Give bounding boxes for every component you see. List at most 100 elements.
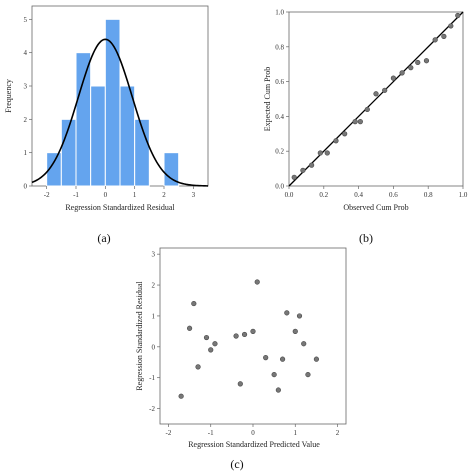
- residual-y-tick-label: 2: [152, 282, 156, 290]
- residual-y-tick-label: 3: [152, 251, 156, 259]
- pp-y-tick-label: 0.0: [275, 183, 284, 191]
- pp-point: [364, 106, 370, 113]
- histogram-y-ticks: 0 1 2 3 4 5: [24, 16, 32, 191]
- pp-y-tick-label: 0.6: [275, 78, 284, 86]
- pp-point: [300, 167, 306, 173]
- residual-point: [296, 313, 303, 319]
- residual-x-ticks: -2 -1 0 1 2: [166, 424, 340, 437]
- residual-y-ticks: -2 -1 0 1 2 3: [149, 251, 160, 413]
- pp-x-tick-label: 0.4: [354, 191, 363, 199]
- panel-label-c: (c): [230, 457, 243, 471]
- histogram-bar: [90, 85, 106, 187]
- residual-point: [233, 333, 239, 339]
- residual-y-tick-label: 1: [152, 312, 156, 320]
- residual-frame: [159, 247, 347, 425]
- residual-point: [284, 310, 290, 316]
- residual-y-tick-label: -1: [149, 374, 155, 382]
- residual-point: [203, 334, 210, 341]
- pp-x-tick-label: 0.2: [319, 191, 328, 199]
- pp-point: [291, 174, 297, 180]
- panel-label-a: (a): [97, 231, 110, 245]
- residual-point: [271, 371, 277, 378]
- pp-x-tick-label: 1.0: [459, 191, 468, 199]
- pp-point: [390, 75, 397, 81]
- residual-point: [208, 347, 214, 353]
- histogram-x-tick-label: -1: [73, 191, 79, 199]
- residual-point: [301, 341, 307, 347]
- pp-point: [324, 150, 330, 156]
- pp-point: [373, 91, 379, 97]
- histogram-y-tick-label: 5: [24, 16, 28, 24]
- residual-point: [279, 356, 286, 362]
- pp-y-tick-label: 1.0: [275, 9, 284, 17]
- pp-x-axis-title: Observed Cum Prob: [343, 203, 408, 212]
- pp-plot-frame: [288, 11, 464, 187]
- pp-point: [352, 119, 358, 125]
- pp-point: [357, 119, 363, 125]
- pp-point: [382, 87, 388, 93]
- residual-x-tick-label: 1: [294, 429, 298, 437]
- histogram-y-tick-label: 0: [24, 183, 28, 191]
- pp-x-tick-label: 0.8: [424, 191, 433, 199]
- pp-point: [342, 131, 348, 137]
- histogram-bar: [163, 152, 180, 187]
- residual-x-tick-label: 2: [336, 429, 340, 437]
- residual-point: [263, 355, 269, 361]
- histogram-bars: [46, 18, 180, 187]
- residual-point: [191, 300, 197, 307]
- pp-plot-panel: 0.0 0.2 0.4 0.6 0.8 1.0 0.0 0.2 0.4 0.6 0.8 1.0 Ob…: [263, 9, 468, 246]
- residual-y-tick-label: 0: [152, 343, 156, 351]
- pp-x-ticks: 0.0 0.2 0.4 0.6 0.8 1.0: [285, 186, 468, 199]
- histogram-bar: [119, 85, 136, 187]
- pp-point: [455, 12, 461, 19]
- residual-point: [313, 356, 320, 362]
- panel-label-b: (b): [359, 231, 373, 245]
- histogram-y-tick-label: 1: [24, 149, 28, 157]
- pp-point: [441, 33, 447, 39]
- residual-point: [178, 393, 184, 399]
- histogram-x-tick-label: 2: [162, 191, 166, 199]
- histogram-x-ticks: -2 -1 0 1 2 3: [44, 186, 196, 199]
- residual-point: [241, 331, 248, 338]
- pp-point: [399, 70, 405, 76]
- pp-point: [317, 150, 323, 156]
- residual-x-tick-label: -2: [166, 429, 172, 437]
- pp-y-ticks: 0.0 0.2 0.4 0.6 0.8 1.0: [275, 9, 289, 191]
- pp-y-tick-label: 0.2: [275, 148, 284, 156]
- residual-point: [305, 371, 311, 378]
- residual-x-axis-title: Regression Standardized Predicted Value: [188, 440, 320, 449]
- pp-point: [448, 23, 454, 29]
- residual-x-tick-label: -1: [208, 429, 214, 437]
- residual-point: [254, 279, 260, 285]
- histogram-y-tick-label: 4: [24, 49, 28, 57]
- histogram-x-tick-label: 1: [133, 191, 137, 199]
- residual-point: [186, 325, 193, 331]
- pp-point: [423, 58, 430, 64]
- histogram-panel: -2 -1 0 1 2 3 0 1 2 3 4 5 Regression Standardized …: [4, 5, 209, 245]
- residual-point: [250, 328, 256, 334]
- histogram-x-axis-title: Regression Standardized Residual: [65, 203, 175, 212]
- histogram-x-tick-label: 3: [192, 191, 196, 199]
- residual-scatter-panel: -2 -1 0 1 2 -2 -1 0 1 2 3 Regression Standardized…: [135, 247, 347, 471]
- pp-point: [432, 37, 438, 43]
- pp-y-tick-label: 0.8: [275, 43, 284, 51]
- residual-y-axis-title: Regression Standardized Residual: [135, 281, 144, 391]
- pp-point: [408, 65, 414, 71]
- pp-point: [309, 162, 315, 168]
- histogram-bar: [75, 52, 92, 187]
- pp-x-tick-label: 0.0: [285, 191, 294, 199]
- pp-point: [415, 59, 421, 66]
- residual-point: [237, 381, 243, 387]
- residual-point: [275, 387, 281, 393]
- normal-curve: [31, 38, 209, 187]
- histogram-y-tick-label: 3: [24, 83, 28, 91]
- pp-x-tick-label: 0.6: [389, 191, 398, 199]
- histogram-x-tick-label: 0: [104, 191, 108, 199]
- histogram-y-axis-title: Frequency: [4, 79, 13, 113]
- residual-x-tick-label: 0: [251, 429, 255, 437]
- pp-points: [291, 12, 461, 180]
- histogram-y-tick-label: 2: [24, 116, 28, 124]
- histogram-x-tick-label: -2: [44, 191, 50, 199]
- pp-point: [333, 138, 339, 144]
